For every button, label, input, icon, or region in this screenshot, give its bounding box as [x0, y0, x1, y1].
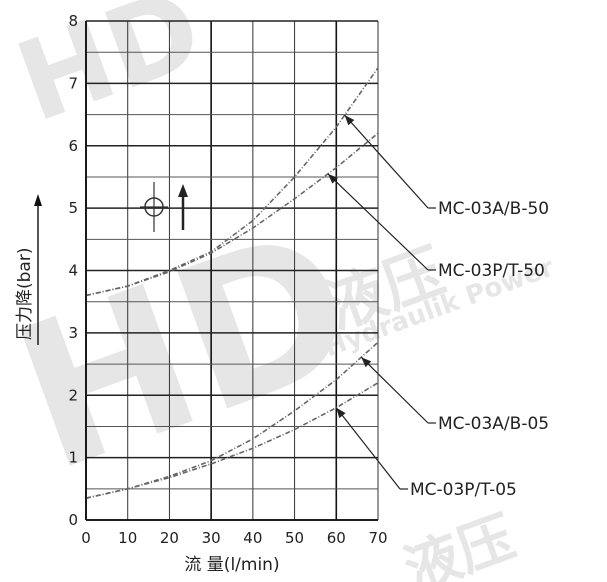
x-tick-label: 30	[202, 529, 221, 547]
x-tick-label: 10	[118, 529, 137, 547]
callout-arrow-icon	[344, 115, 355, 126]
chart-axis	[85, 21, 378, 521]
y-tick-label: 1	[68, 449, 78, 467]
y-tick-label: 5	[68, 199, 78, 217]
flow-arrow-head-icon	[178, 184, 188, 197]
y-tick-label: 7	[68, 74, 78, 92]
callout-leader	[360, 356, 429, 424]
callout-arrow-icon	[327, 173, 338, 184]
y-tick-label: 4	[68, 262, 78, 280]
callout-label: MC-03P/T-50	[438, 261, 545, 281]
callout-arrow-icon	[361, 357, 372, 368]
y-axis-label: 压力降(bar)	[15, 248, 35, 340]
y-tick-label: 8	[68, 12, 78, 30]
y-tick-label: 6	[68, 137, 78, 155]
chart-callouts: MC-03A/B-50 MC-03P/T-50 MC-03A/B-05 MC-03P/…	[327, 114, 549, 500]
y-tick-label: 2	[68, 386, 78, 404]
series-line	[85, 382, 379, 499]
x-tick-label: 60	[327, 529, 346, 547]
watermark-cn-bottom: 液压	[396, 505, 523, 582]
x-tick-label: 40	[243, 529, 262, 547]
callout-label: MC-03A/B-50	[438, 199, 549, 219]
x-tick-label: 70	[368, 529, 387, 547]
callout-leader	[335, 407, 401, 490]
callout-label: MC-03A/B-05	[438, 414, 549, 434]
callout-leader	[327, 173, 429, 271]
y-axis-label-arrow-icon	[34, 194, 42, 206]
y-tick-label: 3	[68, 324, 78, 342]
callout-leader	[344, 114, 429, 209]
chart-ticks: 0 10 20 30 40 50 60 70 0 1 2 3 4 5 6 7 8 流 量(l/min) 压力降(ba…	[15, 12, 388, 575]
callout-arrow-icon	[336, 407, 346, 419]
series-line	[85, 132, 379, 297]
x-tick-label: 20	[160, 529, 179, 547]
y-tick-label: 0	[68, 511, 78, 529]
callout-label: MC-03P/T-05	[410, 480, 517, 500]
chart-series	[85, 67, 379, 499]
x-axis-label: 流 量(l/min)	[184, 555, 279, 575]
x-tick-label: 0	[81, 529, 91, 547]
check-valve-symbol-icon	[140, 182, 188, 232]
x-tick-label: 50	[285, 529, 304, 547]
watermark-brand-top: HD	[1, 0, 217, 147]
